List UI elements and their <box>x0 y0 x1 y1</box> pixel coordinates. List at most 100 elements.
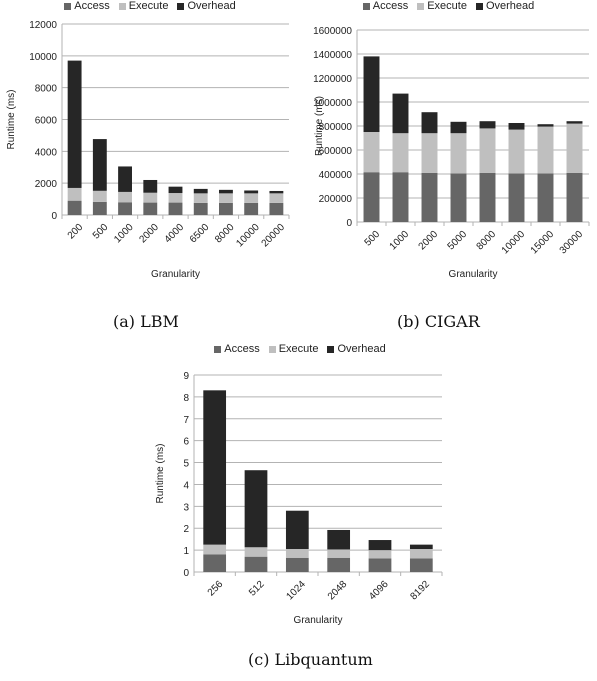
x-tick-label: 30000 <box>558 229 586 257</box>
y-tick-label: 5 <box>183 459 189 470</box>
bar-segment-access <box>168 202 183 215</box>
bar-segment-access <box>92 201 107 215</box>
legend-label: Overhead <box>187 0 236 12</box>
y-tick-label: 1000000 <box>313 98 352 109</box>
legend-swatch-overhead <box>327 345 335 353</box>
legend-swatch-access <box>362 2 370 10</box>
bar-segment-overhead <box>479 121 496 129</box>
y-tick-label: 6000 <box>35 116 58 127</box>
x-tick-label: 2000 <box>137 222 161 246</box>
x-tick-label: 2048 <box>326 579 350 603</box>
bar-segment-overhead <box>537 124 554 127</box>
y-axis-title: Runtime (ms) <box>314 96 325 156</box>
bar-segment-overhead <box>409 544 433 550</box>
bar-segment-access <box>244 202 259 215</box>
bar-segment-access <box>537 173 554 222</box>
x-tick-label: 8000 <box>475 229 499 253</box>
x-tick-label: 256 <box>206 579 226 599</box>
bar-segment-execute <box>193 193 208 203</box>
y-axis-title: Runtime (ms) <box>155 443 166 503</box>
chart-panel-lbm: Access Execute Overhead 0 2000 4000 6000 800… <box>0 0 300 285</box>
x-tick-label: 4096 <box>367 579 391 603</box>
legend: Access Execute Overhead <box>150 343 450 355</box>
bar-segment-execute <box>368 550 392 559</box>
chart-panel-cigar: Access Execute Overhead 0 200000 400000 600… <box>300 0 597 285</box>
bar-segment-execute <box>421 133 438 173</box>
legend: Access Execute Overhead <box>300 0 597 12</box>
legend-item-access: Access <box>362 0 409 12</box>
legend-item-access: Access <box>64 0 110 12</box>
caption-libquantum: (c) Libquantum <box>248 650 373 669</box>
bar-segment-access <box>285 557 309 572</box>
bar-segment-access <box>193 202 208 215</box>
y-tick-label: 0 <box>346 218 352 229</box>
bar-segment-execute <box>363 132 380 173</box>
y-tick-label: 2000 <box>35 179 58 190</box>
bar-segment-access <box>143 202 158 215</box>
y-tick-label: 7 <box>183 415 189 426</box>
bar-segment-access <box>118 202 132 215</box>
legend-swatch-execute <box>417 2 425 10</box>
x-tick-label: 2000 <box>417 229 441 253</box>
x-tick-label: 5000 <box>446 229 470 253</box>
legend-swatch-access <box>214 345 222 353</box>
bar-segment-execute <box>143 192 158 203</box>
y-tick-label: 0 <box>51 211 57 222</box>
x-axis-title: Granularity <box>294 615 343 626</box>
y-tick-label: 800000 <box>319 122 353 133</box>
x-tick-label: 6500 <box>188 222 212 246</box>
chart-panel-libquantum: Access Execute Overhead 0 1 2 3 4 5 6 7 8 9 256 512… <box>150 343 450 633</box>
bar-segment-overhead <box>168 186 183 194</box>
bar-segment-access <box>409 558 433 572</box>
y-tick-label: 600000 <box>319 146 353 157</box>
bar-segment-execute <box>92 190 107 202</box>
legend-item-overhead: Overhead <box>327 343 386 355</box>
y-tick-label: 8000 <box>35 84 58 95</box>
bar-segment-overhead <box>450 121 467 134</box>
legend-label: Execute <box>427 0 467 12</box>
y-tick-label: 2 <box>183 524 189 535</box>
bar-segment-overhead <box>219 189 233 194</box>
x-tick-label: 10000 <box>500 229 528 257</box>
bar-segment-access <box>392 172 409 222</box>
bar-segment-overhead <box>363 56 380 132</box>
x-tick-label: 8192 <box>408 579 432 603</box>
legend-label: Access <box>74 0 110 12</box>
y-tick-label: 3 <box>183 502 189 513</box>
x-tick-label: 500 <box>91 222 111 242</box>
bar-segment-access <box>67 200 82 215</box>
bar-segment-execute <box>537 126 554 174</box>
x-tick-label: 20000 <box>260 222 288 250</box>
legend-swatch-overhead <box>177 2 185 10</box>
bar-segment-access <box>508 173 525 222</box>
bar-segment-overhead <box>566 121 583 124</box>
y-tick-label: 1400000 <box>313 50 352 61</box>
chart-libquantum: 0 1 2 3 4 5 6 7 8 9 256 512 1024 2048 4096 8192 Granular… <box>155 371 443 626</box>
bar-segment-execute <box>392 133 409 173</box>
x-tick-label: 512 <box>247 579 267 599</box>
legend-label: Access <box>372 0 409 12</box>
bar-segment-execute <box>219 193 233 203</box>
chart-cigar: 0 200000 400000 600000 800000 1000000 1200000 1… <box>313 26 590 280</box>
legend-label: Overhead <box>337 343 386 355</box>
y-tick-label: 1600000 <box>313 26 352 37</box>
legend-swatch-execute <box>118 2 126 10</box>
x-tick-label: 200 <box>66 222 86 242</box>
y-tick-label: 400000 <box>319 170 353 181</box>
y-tick-label: 1200000 <box>313 74 352 85</box>
bar-segment-overhead <box>421 112 438 134</box>
y-tick-label: 8 <box>183 393 189 404</box>
bar-segment-access <box>450 173 467 222</box>
legend-swatch-access <box>64 2 72 10</box>
bar-segment-overhead <box>203 390 227 545</box>
bar-segment-execute <box>566 123 583 173</box>
x-axis-title: Granularity <box>151 269 200 280</box>
bar-segment-access <box>479 172 496 222</box>
y-axis-title: Runtime (ms) <box>6 89 17 149</box>
x-tick-label: 1000 <box>388 229 412 253</box>
bar-segment-overhead <box>269 190 284 194</box>
bar-segment-overhead <box>193 188 208 194</box>
bar-segment-overhead <box>92 139 107 191</box>
bar-segment-overhead <box>285 510 309 550</box>
